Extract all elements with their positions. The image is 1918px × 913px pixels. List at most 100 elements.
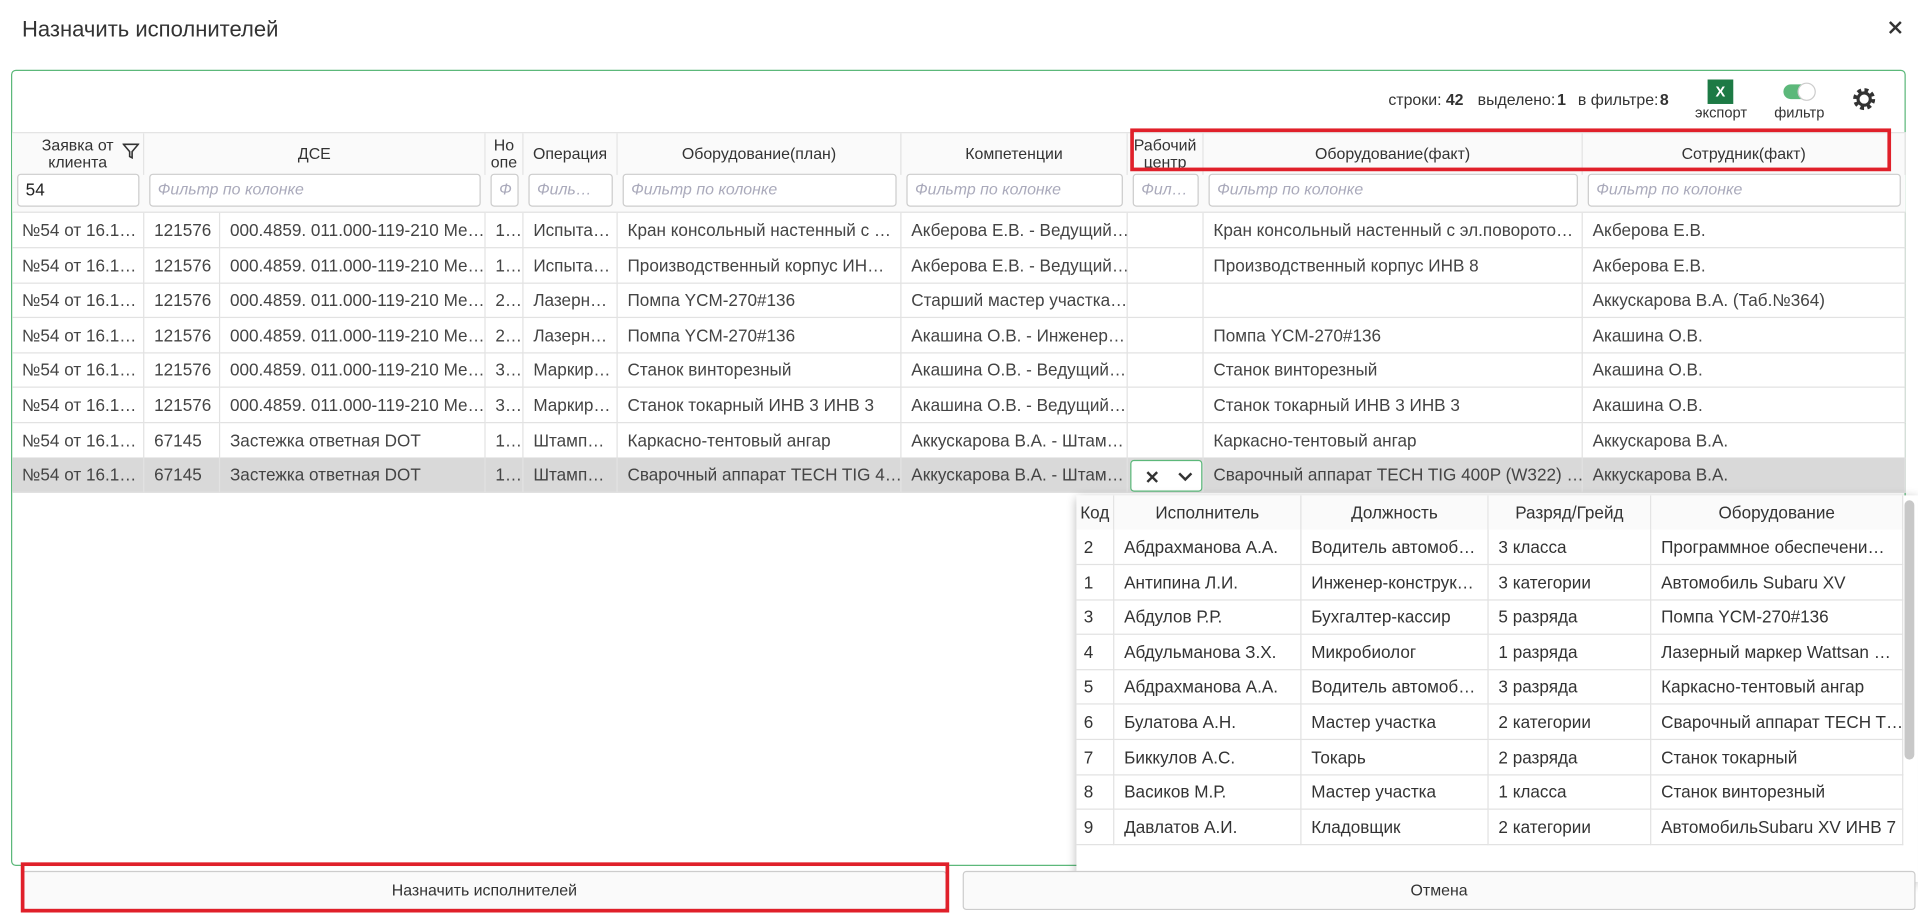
dropdown-header[interactable]: Исполнитель (1114, 495, 1302, 530)
export-icon[interactable]: X (1707, 79, 1734, 104)
table-cell[interactable]: Аккускарова В.А. (Таб.№364) (1582, 282, 1906, 319)
table-cell[interactable]: 121576 (144, 317, 221, 354)
table-cell[interactable]: Акберова Е.В. (1582, 212, 1906, 249)
dropdown-cell[interactable]: 6 (1076, 704, 1115, 741)
table-cell[interactable]: Помпа YCM-270#136 (1203, 317, 1583, 354)
table-cell[interactable]: 000.4859. 011.000-119-210 Ме… (220, 212, 486, 249)
filter-toggle[interactable] (1782, 82, 1816, 102)
dropdown-header[interactable]: Разряд/Грейд (1488, 495, 1652, 530)
table-cell[interactable] (1127, 422, 1204, 459)
table-cell[interactable]: Аккускарова В.А. - Штам… (901, 422, 1128, 459)
dropdown-cell[interactable]: 4 (1076, 634, 1115, 671)
table-cell[interactable]: №54 от 16.1… (12, 212, 145, 249)
dropdown-cell[interactable]: Сварочный аппарат TECH T… (1651, 704, 1904, 741)
table-cell[interactable]: 1… (485, 457, 524, 494)
table-cell[interactable]: Штамп… (523, 457, 618, 494)
table-cell[interactable]: Станок токарный ИНВ 3 ИНВ 3 (617, 387, 902, 424)
dropdown-cell[interactable]: 5 (1076, 669, 1115, 706)
table-cell[interactable]: Маркир… (523, 352, 618, 389)
dropdown-cell[interactable]: 9 (1076, 809, 1115, 845)
dropdown-cell[interactable]: Кладовщик (1301, 809, 1489, 845)
table-cell[interactable]: Акашина О.В. - Ведущий… (901, 352, 1128, 389)
column-header[interactable]: Операция (523, 133, 618, 175)
dropdown-cell[interactable]: Автомобиль Subaru XV (1651, 564, 1904, 601)
column-filter[interactable]: Фильтр по колонке (149, 173, 481, 207)
column-filter[interactable]: Филь… (528, 173, 613, 207)
table-cell[interactable]: Старший мастер участка… (901, 282, 1128, 319)
table-cell[interactable]: №54 от 16.1… (12, 387, 145, 424)
table-cell[interactable] (1127, 212, 1204, 249)
table-cell[interactable] (1203, 282, 1583, 319)
dropdown-cell[interactable]: Токарь (1301, 739, 1489, 776)
dropdown-cell[interactable]: Биккулов А.С. (1114, 739, 1302, 776)
table-cell[interactable]: 2… (485, 282, 524, 319)
table-cell[interactable]: Лазерн… (523, 282, 618, 319)
table-cell[interactable]: Штамп… (523, 422, 618, 459)
column-header[interactable]: Но опе (485, 133, 524, 175)
dropdown-cell[interactable]: 3 разряда (1488, 669, 1652, 706)
table-cell[interactable]: Лазерн… (523, 317, 618, 354)
center-select[interactable] (1130, 459, 1203, 492)
dropdown-cell[interactable]: 8 (1076, 774, 1115, 810)
dropdown-cell[interactable]: 1 (1076, 564, 1115, 601)
table-cell[interactable]: Испыта… (523, 212, 618, 249)
dropdown-cell[interactable]: Давлатов А.И. (1114, 809, 1302, 845)
table-cell[interactable]: Сварочный аппарат TECH TIG 400P (W322) … (1203, 457, 1583, 494)
column-filter[interactable]: Фил… (1132, 173, 1199, 207)
table-cell[interactable]: Производственный корпус ИН… (617, 247, 902, 284)
table-cell[interactable]: Акашина О.В. - Ведущий… (901, 387, 1128, 424)
dropdown-header[interactable]: Код (1076, 495, 1115, 530)
table-cell[interactable]: 1… (485, 212, 524, 249)
table-cell[interactable]: Станок винторезный (617, 352, 902, 389)
table-cell[interactable]: №54 от 16.1… (12, 317, 145, 354)
table-cell[interactable]: №54 от 16.1… (12, 282, 145, 319)
table-cell[interactable]: Кран консольный настенный с … (617, 212, 902, 249)
column-header[interactable]: Заявка от клиента (12, 133, 145, 175)
table-cell[interactable]: 1… (485, 247, 524, 284)
table-cell[interactable]: 67145 (144, 422, 221, 459)
dropdown-cell[interactable]: 2 (1076, 529, 1115, 566)
table-cell[interactable]: Производственный корпус ИНВ 8 (1203, 247, 1583, 284)
table-cell[interactable]: 121576 (144, 387, 221, 424)
dropdown-cell[interactable]: 2 категории (1488, 809, 1652, 845)
table-cell[interactable]: Кран консольный настенный с эл.поворото… (1203, 212, 1583, 249)
dropdown-cell[interactable]: Антипина Л.И. (1114, 564, 1302, 601)
table-cell[interactable]: Акашина О.В. - Инженер… (901, 317, 1128, 354)
dropdown-cell[interactable]: 2 разряда (1488, 739, 1652, 776)
table-cell[interactable]: 2… (485, 317, 524, 354)
dropdown-cell[interactable]: Абдульманова З.Х. (1114, 634, 1302, 671)
table-cell[interactable]: Акберова Е.В. - Ведущий… (901, 247, 1128, 284)
table-cell[interactable]: 000.4859. 011.000-119-210 Ме… (220, 282, 486, 319)
dropdown-cell[interactable]: Абдрахманова А.А. (1114, 669, 1302, 706)
table-cell[interactable] (1127, 247, 1204, 284)
table-cell[interactable]: 1… (485, 422, 524, 459)
cancel-button[interactable]: Отмена (962, 870, 1916, 911)
close-button[interactable] (1884, 15, 1908, 39)
dropdown-cell[interactable]: Васиков М.Р. (1114, 774, 1302, 810)
table-cell[interactable]: 000.4859. 011.000-119-210 Ме… (220, 387, 486, 424)
dropdown-cell[interactable]: 3 класса (1488, 529, 1652, 566)
table-cell[interactable]: 121576 (144, 352, 221, 389)
column-header[interactable]: ДСЕ (144, 133, 486, 175)
column-filter[interactable]: Фильтр по колонке (1208, 173, 1578, 207)
column-header[interactable]: Компетенции (901, 133, 1128, 175)
table-cell[interactable]: №54 от 16.1… (12, 422, 145, 459)
table-cell[interactable]: Помпа YCM-270#136 (617, 317, 902, 354)
table-cell[interactable]: Акашина О.В. (1582, 387, 1906, 424)
table-cell[interactable]: Акашина О.В. (1582, 352, 1906, 389)
table-cell[interactable]: Станок винторезный (1203, 352, 1583, 389)
column-filter[interactable]: Фильтр по колонке (622, 173, 897, 207)
dropdown-cell[interactable]: Бухгалтер-кассир (1301, 599, 1489, 636)
dropdown-cell[interactable]: 3 (1076, 599, 1115, 636)
dropdown-cell[interactable]: Лазерный маркер Wattsan … (1651, 634, 1904, 671)
column-header[interactable]: Оборудование(план) (617, 133, 902, 175)
table-cell[interactable]: 3… (485, 387, 524, 424)
column-filter[interactable]: 54 (17, 173, 140, 207)
table-cell[interactable]: Помпа YCM-270#136 (617, 282, 902, 319)
table-cell[interactable]: Застежка ответная DOT (220, 422, 486, 459)
dropdown-cell[interactable]: Станок токарный (1651, 739, 1904, 776)
dropdown-cell[interactable]: 2 категории (1488, 704, 1652, 741)
table-cell[interactable] (1127, 317, 1204, 354)
table-cell[interactable]: 121576 (144, 212, 221, 249)
dropdown-cell[interactable]: Помпа YCM-270#136 (1651, 599, 1904, 636)
